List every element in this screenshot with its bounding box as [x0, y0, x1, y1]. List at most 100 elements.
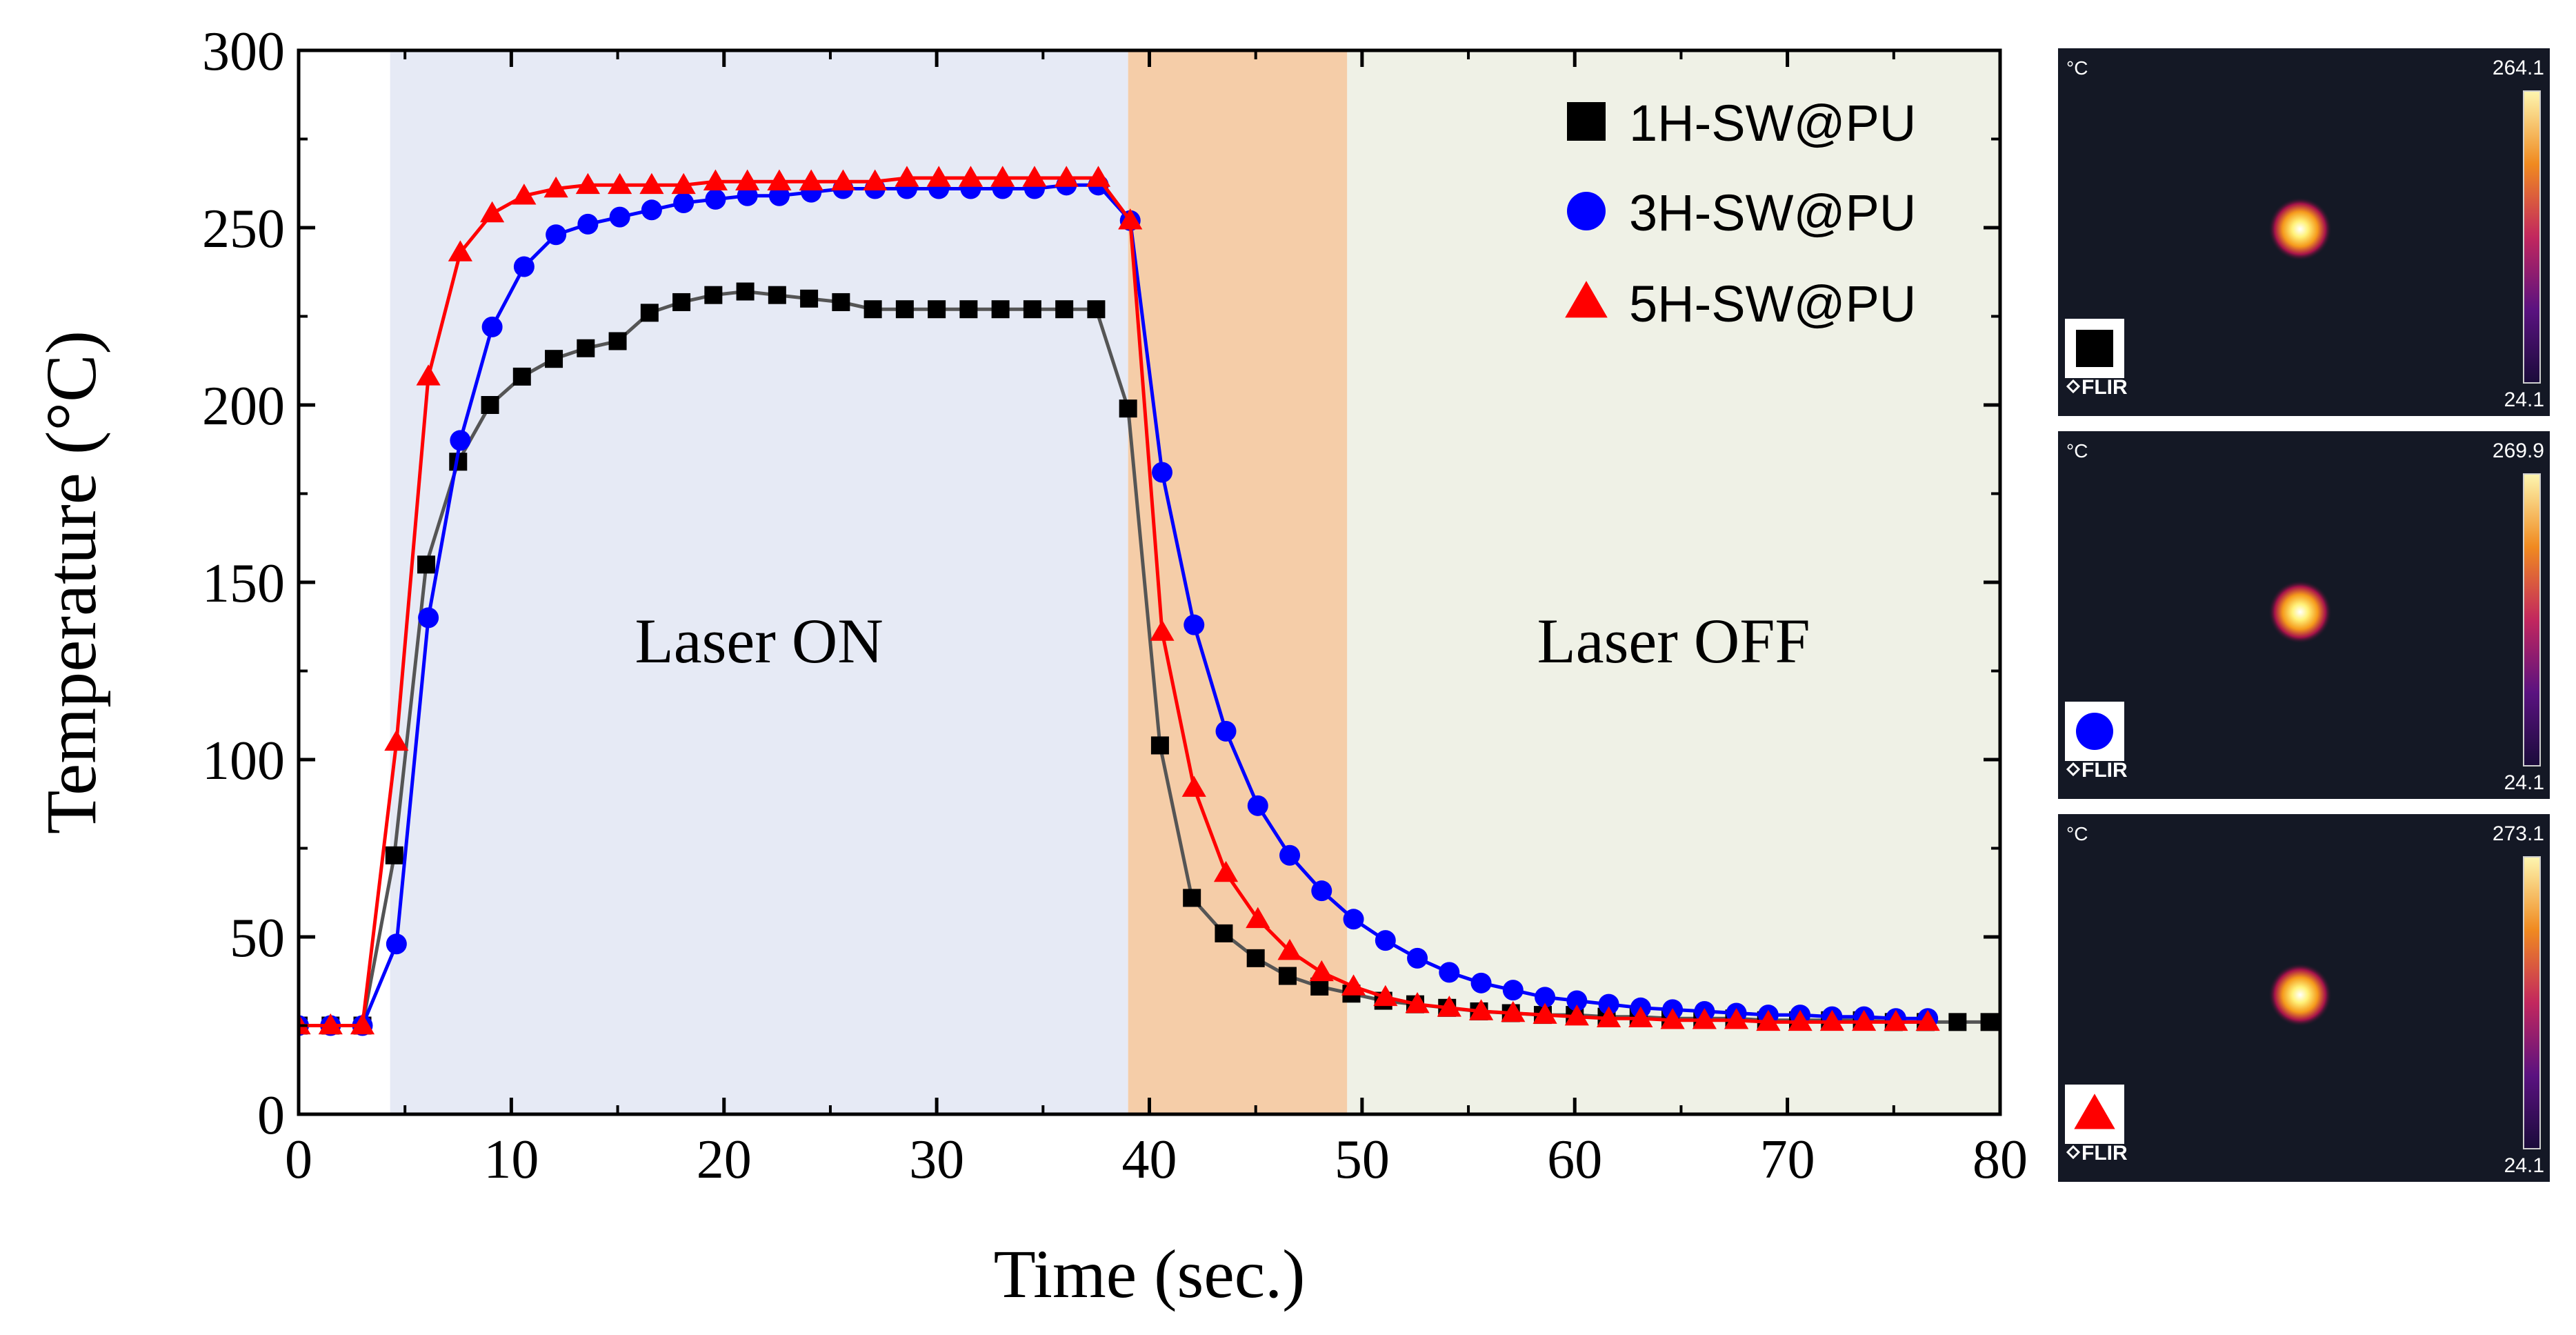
data-point — [1948, 1013, 1967, 1031]
data-point — [480, 201, 505, 223]
min-temp-label: 24.1 — [2504, 1154, 2544, 1177]
data-point — [991, 300, 1010, 319]
data-point — [1309, 960, 1334, 982]
data-point — [1215, 924, 1233, 942]
data-point — [895, 166, 919, 187]
data-point — [481, 396, 499, 414]
x-tick-label: 80 — [1973, 1129, 2028, 1190]
data-point — [830, 169, 856, 190]
x-axis-label: Time (sec.) — [994, 1236, 1306, 1312]
data-point — [385, 846, 403, 864]
data-point — [609, 206, 630, 228]
data-point — [1215, 720, 1237, 742]
data-point — [1884, 1009, 1908, 1031]
legend-marker-circle — [1567, 192, 1606, 230]
data-point — [577, 339, 595, 357]
badge-marker-square — [2076, 330, 2113, 367]
flir-logo: FLIR — [2066, 759, 2128, 782]
legend-label: 5H-SW@PU — [1629, 275, 1916, 333]
flir-logo: FLIR — [2066, 376, 2128, 399]
y-tick-label: 250 — [202, 199, 285, 259]
data-point — [384, 729, 409, 751]
data-point — [735, 169, 760, 190]
data-point — [1756, 1009, 1781, 1031]
panel-separator — [2058, 416, 2550, 431]
data-point — [608, 172, 632, 195]
flir-logo-icon — [2066, 762, 2081, 777]
thermal-image-panel: °C 273.1 24.1 FLIR — [2058, 814, 2550, 1182]
data-point — [990, 166, 1015, 187]
min-temp-label: 24.1 — [2504, 388, 2544, 411]
legend-label: 1H-SW@PU — [1629, 95, 1916, 152]
data-point — [1311, 880, 1332, 902]
data-point — [926, 166, 951, 187]
data-point — [543, 176, 568, 198]
data-point — [1184, 614, 1205, 635]
data-point — [512, 184, 537, 205]
x-tick-label: 70 — [1760, 1129, 1815, 1190]
colorbar — [2523, 473, 2541, 767]
data-point — [1724, 1008, 1749, 1029]
data-point — [1439, 962, 1460, 983]
data-point — [832, 293, 850, 311]
data-point — [928, 300, 946, 319]
data-point — [1564, 1005, 1589, 1026]
data-point — [577, 213, 599, 235]
legend-marker-square — [1567, 102, 1606, 141]
legend-item: 5H-SW@PU — [1565, 275, 1916, 333]
data-point — [671, 172, 696, 195]
data-point — [800, 289, 819, 308]
data-point — [418, 607, 439, 629]
region-0 — [390, 50, 1128, 1114]
region-2 — [1347, 50, 2000, 1114]
data-point — [1278, 967, 1297, 985]
unit-label: °C — [2066, 57, 2088, 79]
data-point — [1087, 300, 1106, 319]
data-point — [1373, 985, 1398, 1007]
data-point — [1375, 930, 1396, 951]
data-point — [959, 300, 978, 319]
data-point — [895, 300, 914, 319]
data-point — [1152, 462, 1173, 483]
data-point — [1535, 987, 1556, 1008]
data-point — [1628, 1006, 1653, 1027]
colorbar — [2523, 90, 2541, 384]
thermal-image-panel: °C 264.1 24.1 FLIR — [2058, 48, 2550, 416]
data-point — [416, 364, 441, 386]
data-point — [1023, 300, 1041, 319]
data-point — [1279, 844, 1301, 866]
data-point — [1437, 996, 1461, 1017]
data-point — [799, 169, 823, 190]
legend-item: 1H-SW@PU — [1567, 95, 1916, 152]
data-point — [1183, 889, 1201, 907]
flir-logo-icon — [2066, 379, 2081, 394]
data-point — [512, 367, 531, 386]
data-point — [1788, 1009, 1813, 1031]
data-point — [417, 555, 436, 574]
data-point — [350, 1013, 375, 1035]
y-tick-label: 200 — [202, 376, 285, 437]
data-point — [1343, 909, 1364, 930]
data-point — [641, 199, 662, 221]
x-tick-label: 0 — [285, 1129, 312, 1190]
data-point — [863, 300, 882, 319]
y-tick-label: 0 — [257, 1085, 285, 1146]
data-point — [1086, 166, 1111, 187]
data-point — [1054, 166, 1079, 187]
data-point — [1341, 974, 1366, 996]
data-point — [737, 185, 758, 206]
hotspot — [2268, 580, 2332, 644]
data-point — [1118, 208, 1143, 230]
data-point — [705, 188, 726, 210]
data-point — [1055, 300, 1074, 319]
data-point — [672, 293, 691, 311]
data-point — [863, 169, 888, 190]
data-point — [1598, 993, 1619, 1015]
data-point — [736, 282, 755, 301]
data-point — [1277, 938, 1302, 960]
legend-label: 3H-SW@PU — [1629, 184, 1916, 241]
max-temp-label: 273.1 — [2493, 822, 2544, 845]
data-point — [1407, 947, 1428, 969]
data-point — [703, 169, 728, 190]
